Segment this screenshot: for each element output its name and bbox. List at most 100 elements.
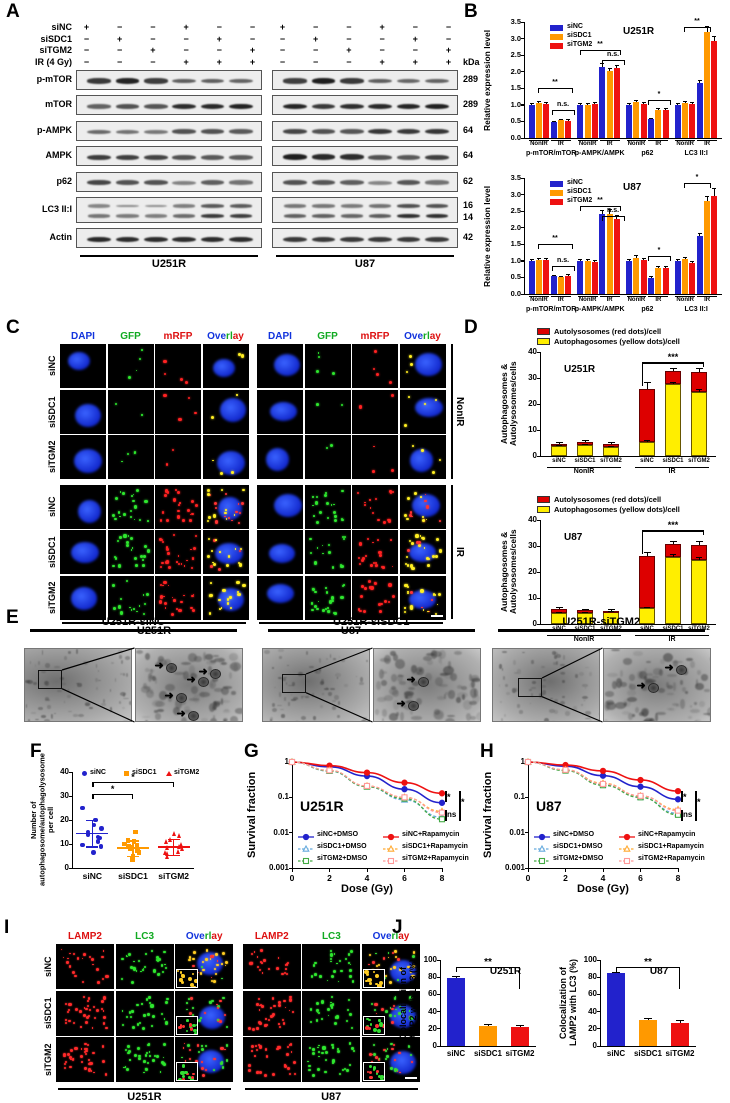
em-texture [688,716,693,719]
sig-label: ** [538,235,572,242]
fluor-dot [88,1015,90,1017]
fluor-dot [173,534,175,536]
y-tick-f [69,820,73,821]
em-image-lowmag-1 [262,648,370,722]
fluor-dot [165,561,168,564]
treatment-value: − [82,45,91,55]
data-point [130,857,135,862]
em-texture [440,673,448,675]
blot-band [229,104,253,110]
fluor-dot [321,1000,324,1003]
error-cap-mid [608,446,614,447]
arrow-icon: ➜ [177,709,186,719]
fluor-dot [352,980,354,982]
fluor-dot [162,971,164,973]
em-vesicle [166,663,177,673]
em-texture [301,716,306,720]
fluor-dot [67,1011,70,1014]
fluor-dot [346,1069,349,1072]
fluor-dot [89,1062,92,1065]
fluor-dot [313,515,315,517]
em-texture [51,714,53,719]
legend-label-1: Autophagosomes (yellow dots)/cell [554,505,680,514]
fluor-dot [259,969,261,971]
micro-cell-r3-b1-c1 [305,485,351,529]
y-tick-label-u87: 1.5 [499,239,521,248]
fluor-dot [337,1048,339,1050]
row-label-4: siSDC1 [47,530,57,574]
micro-cell-i-r2-b0-c2 [175,1037,233,1082]
y-tick-label: 10 [520,425,537,434]
fluor-dot [152,1059,155,1062]
y-tick-label-u251r: 0.5 [499,116,521,125]
fluor-dot [230,607,232,609]
micro-cell-r1-b1-c1 [305,390,351,434]
fluor-dot [87,1000,89,1002]
micro-cell-i-r1-b1-c1 [302,991,360,1036]
fluor-dot [321,1052,324,1055]
y-tick-label-u87: 80 [577,972,597,981]
em-texture [391,674,397,682]
error-cap [712,188,716,189]
fluor-dot [133,608,135,610]
fluor-dot [404,611,406,613]
fluor-dot [191,513,193,515]
x-tick-label-u87: 2 [558,873,574,883]
fluor-dot [132,500,134,502]
sig-tick [574,266,575,271]
fluor-dot [332,372,335,375]
em-texture [272,667,274,669]
fluor-dot [259,1071,262,1074]
fluor-dot [121,461,123,463]
fluor-dot [69,953,70,954]
em-texture [376,681,381,690]
nucleus [213,359,235,377]
em-texture [554,655,557,659]
em-texture [279,656,281,660]
fluor-dot [265,1018,266,1019]
fluor-dot [286,1053,289,1056]
fluor-dot [209,612,211,614]
em-texture [281,714,285,717]
error-cap [627,259,631,260]
blot-band [368,181,392,185]
scale-bar [405,1077,417,1079]
y-axis-u251r [540,352,541,456]
em-texture [633,651,643,655]
bar-u251r-siTGM2 [614,68,620,138]
fluor-dot [316,1002,319,1005]
sig-label: ** [684,18,710,25]
micro-cell-r1-b1-c0 [257,390,303,434]
fluor-dot [415,534,418,537]
fluor-dot [318,1056,319,1057]
x-sublabel: IR [647,297,669,303]
x-group-label: p62 [624,306,672,313]
fluor-dot [205,1069,207,1071]
fluor-dot [65,1022,67,1024]
fluor-dot [191,500,194,503]
fluor-dot [237,593,241,597]
error-cap-top [670,368,677,369]
fluor-dot [365,555,367,557]
legend-marker-siSDC1+Rapamycin [383,845,399,853]
blot-box-ampk-u251r [76,146,262,166]
y-axis-label-f: Number of autophagosome/autophagolysosom… [30,748,56,892]
em-texture [280,709,284,710]
fluor-dot [85,1008,88,1011]
fluor-dot [236,581,239,584]
em-texture [30,661,31,664]
micro-cell-i-r0-b1-c0 [243,944,301,989]
fluor-dot [340,596,343,599]
y-tick-u87 [521,178,525,179]
fluor-dot [181,1057,182,1058]
fluor-dot [327,980,328,981]
sd-bar-siTGM2 [173,839,174,855]
fluor-dot [160,566,162,568]
fluor-dot [238,353,241,356]
fluor-dot [361,559,364,562]
fluor-dot [378,964,380,966]
em-texture [699,701,705,707]
fluor-dot [143,1060,146,1063]
em-texture [26,704,27,707]
y-tick-u251r [437,1046,441,1047]
